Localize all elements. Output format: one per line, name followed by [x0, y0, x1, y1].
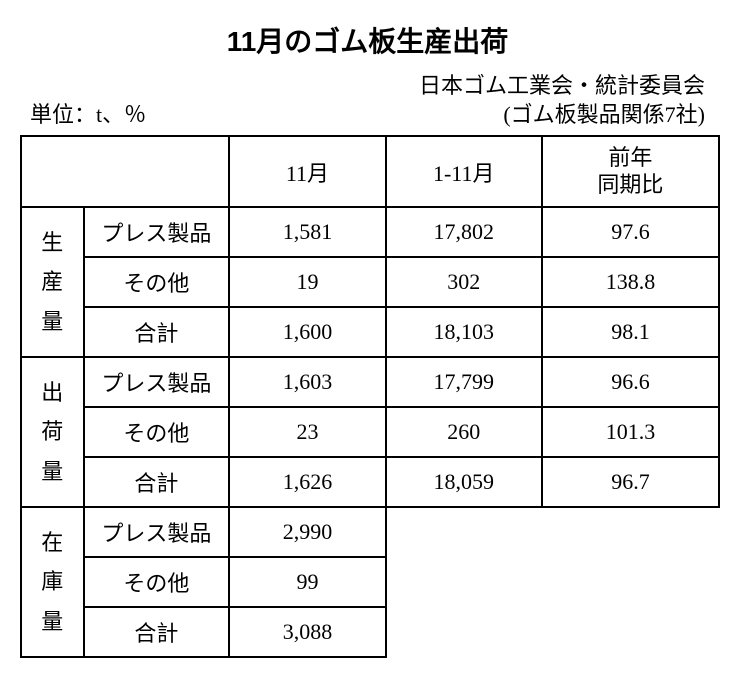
table-row: 生 産 量 プレス製品 1,581 17,802 97.6	[21, 207, 719, 257]
cell: 17,799	[386, 357, 542, 407]
group-char: 量	[28, 452, 77, 492]
group-production: 生 産 量	[21, 207, 84, 357]
group-shipment: 出 荷 量	[21, 357, 84, 507]
yoy-line2: 同期比	[549, 172, 712, 198]
group-char: 在	[28, 523, 77, 563]
cell: 1,600	[229, 307, 385, 357]
cell: 23	[229, 407, 385, 457]
unit-label: 単位：t、％	[20, 97, 146, 129]
group-inventory: 在 庫 量	[21, 507, 84, 657]
table-row: その他 19 302 138.8	[21, 257, 719, 307]
page-title: 11月のゴム板生産出荷	[20, 20, 715, 60]
col-header-cum: 1-11月	[386, 136, 542, 207]
cell: 302	[386, 257, 542, 307]
group-char: 量	[28, 302, 77, 342]
cell: 97.6	[542, 207, 719, 257]
corner-cell	[21, 136, 84, 207]
row-label: プレス製品	[84, 357, 230, 407]
group-char: 産	[28, 262, 77, 302]
col-header-nov: 11月	[229, 136, 385, 207]
table-row: 合計 1,600 18,103 98.1	[21, 307, 719, 357]
table-row: 合計 1,626 18,059 96.7	[21, 457, 719, 507]
corner-cell-2	[84, 136, 230, 207]
cell: 18,103	[386, 307, 542, 357]
row-label: その他	[84, 407, 230, 457]
cell: 138.8	[542, 257, 719, 307]
cell: 96.6	[542, 357, 719, 407]
cell: 18,059	[386, 457, 542, 507]
row-label: 合計	[84, 457, 230, 507]
cell: 17,802	[386, 207, 542, 257]
empty-region	[386, 507, 719, 657]
cell: 3,088	[229, 607, 385, 657]
group-char: 庫	[28, 562, 77, 602]
cell: 98.1	[542, 307, 719, 357]
yoy-line1: 前年	[549, 145, 712, 171]
table-row: 在 庫 量 プレス製品 2,990	[21, 507, 719, 557]
header-row: 単位：t、％ 日本ゴム工業会・統計委員会 (ゴム板製品関係7社)	[20, 72, 715, 129]
group-char: 出	[28, 373, 77, 413]
cell: 101.3	[542, 407, 719, 457]
group-char: 荷	[28, 412, 77, 452]
cell: 1,581	[229, 207, 385, 257]
table-row: 出 荷 量 プレス製品 1,603 17,799 96.6	[21, 357, 719, 407]
row-label: プレス製品	[84, 207, 230, 257]
row-label: プレス製品	[84, 507, 230, 557]
cell: 96.7	[542, 457, 719, 507]
cell: 19	[229, 257, 385, 307]
cell: 260	[386, 407, 542, 457]
row-label: 合計	[84, 607, 230, 657]
row-label: その他	[84, 557, 230, 607]
cell: 99	[229, 557, 385, 607]
row-label: 合計	[84, 307, 230, 357]
source-label: 日本ゴム工業会・統計委員会 (ゴム板製品関係7社)	[419, 72, 715, 129]
cell: 2,990	[229, 507, 385, 557]
data-table: 11月 1-11月 前年 同期比 生 産 量 プレス製品 1,581 17,80…	[20, 135, 720, 658]
source-line1: 日本ゴム工業会・統計委員会	[419, 72, 705, 101]
cell: 1,603	[229, 357, 385, 407]
table-row: その他 23 260 101.3	[21, 407, 719, 457]
table-header-row: 11月 1-11月 前年 同期比	[21, 136, 719, 207]
group-char: 生	[28, 223, 77, 263]
row-label: その他	[84, 257, 230, 307]
source-line2: (ゴム板製品関係7社)	[419, 101, 705, 130]
col-header-yoy: 前年 同期比	[542, 136, 719, 207]
cell: 1,626	[229, 457, 385, 507]
group-char: 量	[28, 602, 77, 642]
